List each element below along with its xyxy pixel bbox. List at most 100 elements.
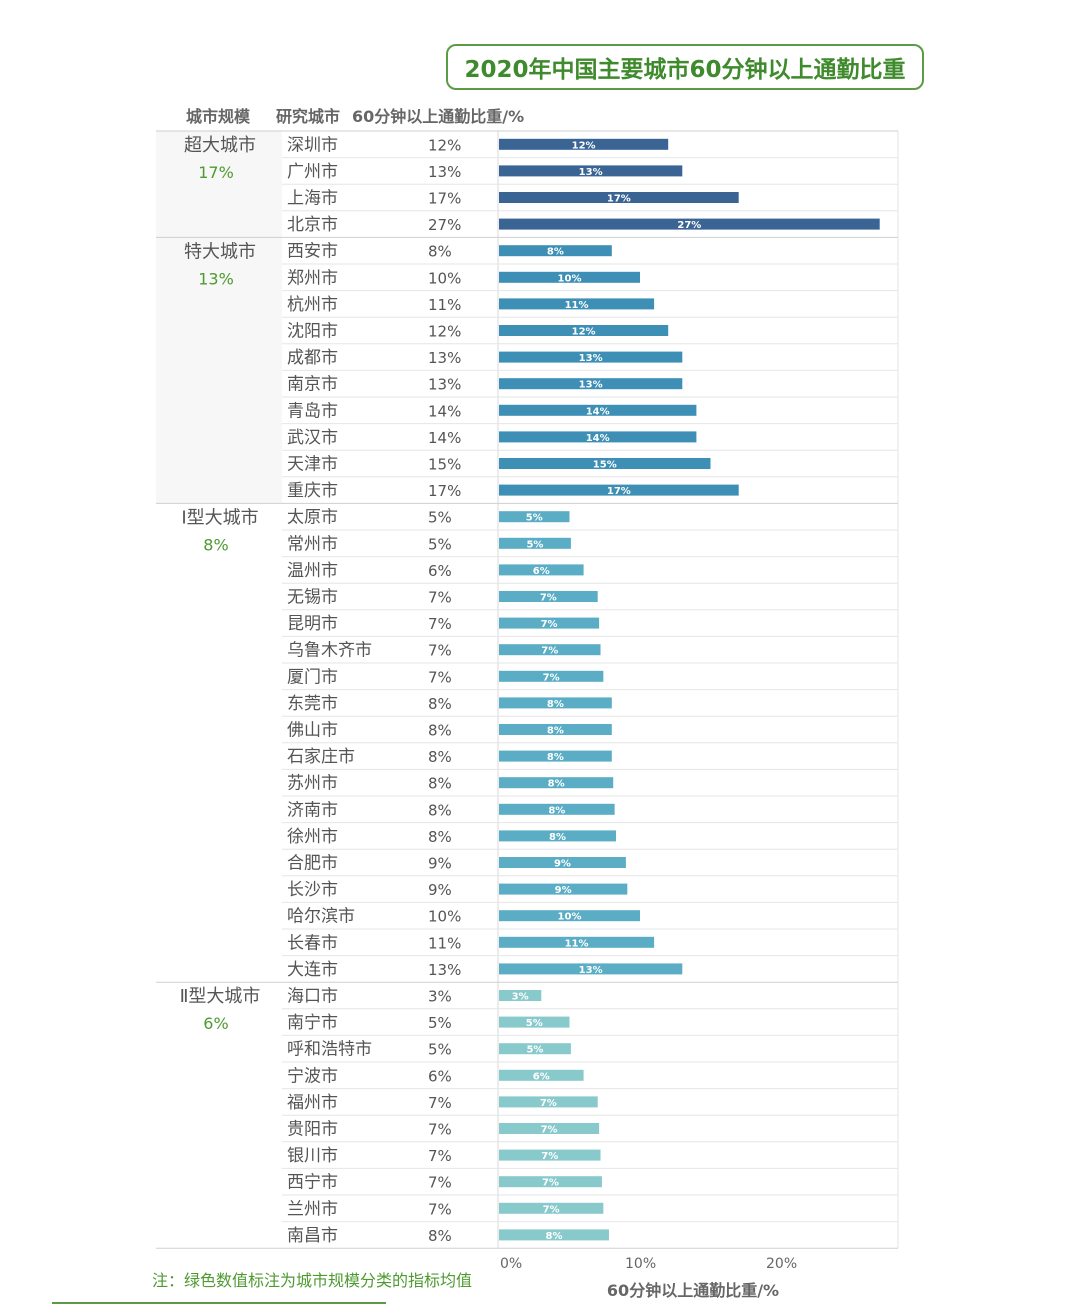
city-value: 15% (428, 456, 461, 474)
group-name: 特大城市 (184, 241, 256, 262)
city-name: 昆明市 (287, 614, 338, 634)
bar-label: 13% (579, 167, 603, 178)
bar (499, 1176, 602, 1188)
bar-label: 3% (512, 992, 529, 1003)
city-name: 苏州市 (287, 774, 338, 794)
city-value: 10% (428, 908, 461, 926)
city-value: 8% (428, 1227, 452, 1245)
bar-label: 6% (533, 1071, 550, 1082)
bar (499, 378, 683, 390)
x-tick-label: 20% (766, 1256, 797, 1272)
bar (499, 404, 697, 416)
city-name: 常州市 (287, 534, 338, 554)
city-name: 无锡市 (287, 588, 338, 608)
bar-label: 7% (540, 1098, 557, 1109)
bar (499, 1069, 584, 1081)
city-name: 郑州市 (287, 268, 338, 288)
city-name: 成都市 (287, 348, 338, 368)
bar-label: 7% (541, 619, 558, 630)
bar (499, 165, 683, 177)
group-average: 17% (198, 163, 234, 182)
bar (499, 431, 697, 443)
city-value: 13% (428, 349, 461, 367)
note-underline (52, 1302, 386, 1304)
bar (499, 724, 612, 735)
bar-label: 7% (542, 1178, 559, 1189)
bar (499, 963, 683, 975)
city-name: 青岛市 (287, 401, 338, 421)
bar (499, 910, 640, 922)
city-value: 9% (428, 855, 452, 873)
header-city-size: 城市规模 (186, 107, 251, 126)
group-band (156, 131, 282, 504)
city-name: 大连市 (287, 960, 338, 980)
chart-note: 注：绿色数值标注为城市规模分类的指标均值 (152, 1271, 473, 1290)
bar (499, 351, 683, 363)
city-name: 温州市 (287, 561, 338, 581)
city-name: 广州市 (287, 162, 338, 182)
city-name: 厦门市 (287, 667, 338, 687)
city-value: 14% (428, 429, 461, 447)
city-value: 11% (428, 296, 461, 314)
bar-label: 10% (558, 273, 582, 284)
bar (499, 803, 615, 815)
city-name: 西宁市 (287, 1173, 338, 1193)
city-value: 8% (428, 695, 452, 713)
bar (499, 591, 598, 602)
bar (499, 138, 669, 150)
group-name: Ⅰ型大城市 (181, 507, 258, 528)
bar (499, 1123, 600, 1134)
group-average: 6% (203, 1014, 228, 1033)
city-value: 9% (428, 881, 452, 899)
bar (499, 325, 669, 336)
bar (499, 644, 601, 656)
city-name: 佛山市 (287, 721, 338, 741)
city-name: 南京市 (287, 375, 338, 395)
bar-label: 17% (607, 194, 631, 205)
bar (499, 245, 612, 257)
bar-label: 8% (547, 752, 564, 763)
bar-label: 6% (533, 566, 550, 577)
city-value: 7% (428, 1121, 452, 1139)
bar-label: 8% (547, 726, 564, 737)
city-value: 8% (428, 243, 452, 261)
group-average: 8% (203, 535, 228, 554)
city-name: 杭州市 (287, 295, 338, 315)
city-value: 13% (428, 163, 461, 181)
city-value: 7% (428, 589, 452, 607)
header-city: 研究城市 (276, 107, 341, 126)
bar (499, 218, 880, 230)
bar-label: 8% (548, 779, 565, 790)
bar (499, 458, 711, 469)
city-value: 7% (428, 1174, 452, 1192)
bar (499, 990, 542, 1001)
city-name: 石家庄市 (287, 747, 355, 767)
bar (499, 271, 640, 283)
bar-label: 5% (526, 1045, 543, 1056)
city-value: 17% (428, 190, 461, 208)
bar-label: 5% (526, 539, 543, 550)
bar-label: 7% (541, 646, 558, 657)
bar-label: 7% (543, 1204, 560, 1215)
group-average: 13% (198, 269, 234, 288)
city-name: 西安市 (287, 242, 338, 262)
bar (499, 750, 612, 762)
x-tick-label: 0% (500, 1256, 522, 1272)
bar-label: 7% (543, 672, 560, 683)
bar-label: 8% (548, 805, 565, 816)
city-value: 5% (428, 1014, 452, 1032)
city-name: 合肥市 (287, 854, 338, 874)
bar (499, 1229, 609, 1241)
city-name: 太原市 (287, 508, 338, 528)
bar (499, 511, 570, 523)
bar (499, 883, 628, 895)
bar-label: 7% (540, 593, 557, 604)
city-value: 8% (428, 801, 452, 819)
bar (499, 697, 612, 709)
bar-label: 27% (677, 220, 701, 231)
bar-label: 11% (565, 300, 589, 311)
bar (499, 857, 626, 868)
city-value: 10% (428, 269, 461, 287)
city-name: 沈阳市 (287, 322, 338, 342)
city-value: 5% (428, 535, 452, 553)
